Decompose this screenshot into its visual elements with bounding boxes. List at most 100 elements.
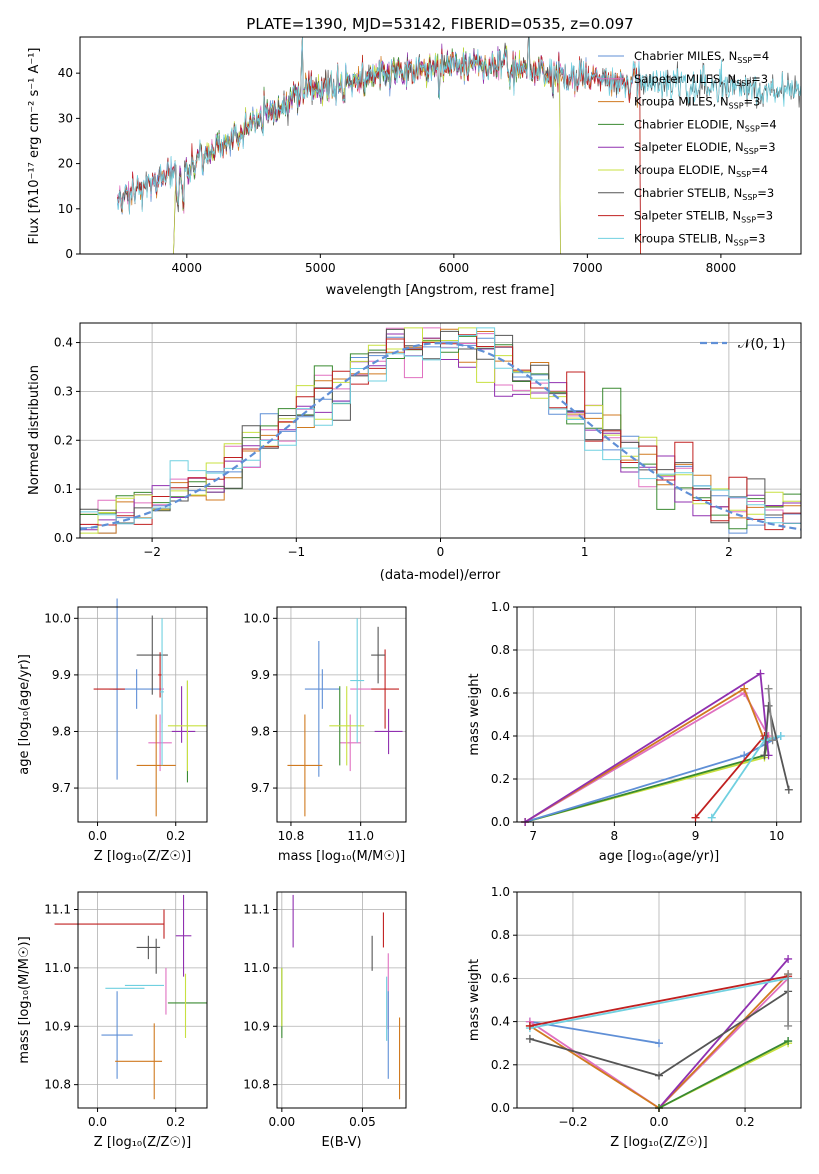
y-tick-label: 10.8 xyxy=(44,1078,71,1092)
weight-marker xyxy=(764,701,773,710)
y-tick-label: 0.0 xyxy=(491,1101,510,1115)
x-tick-label: 6000 xyxy=(439,261,470,275)
weight-marker xyxy=(760,751,769,760)
panel-frame xyxy=(77,891,208,1109)
weight-line-9 xyxy=(767,688,774,741)
panel-frame xyxy=(276,891,407,1109)
y-tick-label: 9.7 xyxy=(52,781,71,795)
x-tick-label: 2 xyxy=(725,545,733,559)
y-tick-label: 9.8 xyxy=(251,724,270,738)
y-tick-label: 0 xyxy=(65,247,73,261)
weight-marker xyxy=(784,954,793,963)
spectrum-series-8 xyxy=(117,37,801,215)
x-tick-label: 0.0 xyxy=(88,829,107,843)
y-axis-label: age [log₁₀(age/yr)] xyxy=(17,654,32,775)
x-axis-label: Z [log₁₀(Z/Z☉)] xyxy=(94,849,191,864)
x-tick-label: 10.8 xyxy=(278,829,305,843)
weight-marker xyxy=(525,1021,534,1030)
x-tick-label: −0.2 xyxy=(558,1115,587,1129)
y-tick-label: 0.2 xyxy=(54,433,73,447)
weight-marker xyxy=(525,1034,534,1043)
legend-label: Kroupa STELIB, NSSP=3 xyxy=(634,231,765,247)
y-tick-label: 0.4 xyxy=(54,336,73,350)
legend-label: Salpeter STELIB, NSSP=3 xyxy=(634,209,773,225)
x-tick-label: 7 xyxy=(529,829,537,843)
y-tick-label: 0.4 xyxy=(491,1015,510,1029)
panel-frame xyxy=(276,606,407,823)
y-tick-label: 9.8 xyxy=(52,724,71,738)
weight-marker xyxy=(760,736,769,745)
x-tick-label: 0.05 xyxy=(349,1115,376,1129)
ebv-mass-panel: 0.00 0.05 10.8 10.9 11.0 11.1 E(B-V) xyxy=(243,891,407,1150)
x-tick-label: 0.00 xyxy=(268,1115,295,1129)
x-tick-label: −1 xyxy=(287,545,305,559)
weight-marker xyxy=(707,813,716,822)
y-axis-label: mass weight xyxy=(467,673,482,755)
residual-xlabel: (data-model)/error xyxy=(380,568,501,583)
weight-marker xyxy=(740,684,749,693)
y-tick-label: 9.9 xyxy=(251,668,270,682)
x-tick-label: 7000 xyxy=(572,261,603,275)
y-tick-label: 0.3 xyxy=(54,384,73,398)
y-tick-label: 0.2 xyxy=(491,772,510,786)
weight-line-4 xyxy=(524,687,766,823)
y-tick-label: 1.0 xyxy=(491,885,510,899)
y-tick-label: 9.7 xyxy=(251,781,270,795)
x-tick-label: 10 xyxy=(769,829,784,843)
legend-label: Salpeter ELODIE, NSSP=3 xyxy=(634,140,776,156)
y-tick-label: 10.8 xyxy=(243,1078,270,1092)
y-axis-label: mass weight xyxy=(467,959,482,1041)
age-weight-panel: 7 8 9 10 0.0 0.2 0.4 0.6 0.8 1.0 age [log₁₀(age/yr… xyxy=(467,600,802,864)
x-tick-label: 5000 xyxy=(305,261,336,275)
weight-marker xyxy=(691,813,700,822)
y-tick-label: 10.9 xyxy=(243,1019,270,1033)
legend-label: Salpeter MILES, NSSP=3 xyxy=(634,72,768,88)
legend-normal-label: 𝒩(0, 1) xyxy=(738,337,785,352)
legend-label: Chabrier STELIB, NSSP=3 xyxy=(634,186,774,202)
y-tick-label: 10.9 xyxy=(44,1019,71,1033)
x-tick-label: 9 xyxy=(692,829,700,843)
z-age-panel: 0.0 0.2 9.7 9.8 9.9 10.0 Z [log₁₀(Z/Z☉)] age [l… xyxy=(17,598,208,864)
weight-line-7 xyxy=(710,735,781,819)
y-tick-label: 10.0 xyxy=(243,611,270,625)
x-tick-label: 1 xyxy=(581,545,589,559)
y-tick-label: 0.0 xyxy=(491,815,510,829)
weight-marker xyxy=(764,684,773,693)
weight-line-8 xyxy=(529,977,789,1029)
y-tick-label: 0.1 xyxy=(54,482,73,496)
y-tick-label: 1.0 xyxy=(491,600,510,614)
histogram-series-8 xyxy=(80,327,801,525)
mass-age-panel: 10.8 11.0 9.7 9.8 9.9 10.0 mass [log₁₀(M/M☉)] xyxy=(243,606,407,864)
y-tick-label: 0.4 xyxy=(491,729,510,743)
residual-ticks: −2 −1 0 1 2 0.0 0.1 0.2 0.3 0.4 xyxy=(54,336,733,559)
y-tick-label: 40 xyxy=(58,66,73,80)
legend-label: Chabrier MILES, NSSP=4 xyxy=(634,49,769,65)
y-tick-label: 10.0 xyxy=(44,611,71,625)
spectrum-ticks: 4000 5000 6000 7000 8000 0 10 20 30 40 xyxy=(58,66,736,275)
x-axis-label: Z [log₁₀(Z/Z☉)] xyxy=(610,1135,707,1150)
y-tick-label: 20 xyxy=(58,157,73,171)
z-weight-panel: −0.2 0.0 0.2 0.0 0.2 0.4 0.6 0.8 1.0 Z [log₁₀(Z/Z… xyxy=(467,885,802,1150)
residual-ylabel: Normed distribution xyxy=(27,365,42,495)
panel-frame xyxy=(77,606,208,823)
x-axis-label: mass [log₁₀(M/M☉)] xyxy=(278,849,405,864)
y-tick-label: 0.6 xyxy=(491,971,510,985)
y-tick-label: 11.0 xyxy=(243,961,270,975)
spectrum-series-4 xyxy=(173,37,561,254)
y-tick-label: 9.9 xyxy=(52,668,71,682)
x-tick-label: 4000 xyxy=(172,261,203,275)
x-tick-label: 0.2 xyxy=(166,829,185,843)
y-axis-label: mass [log₁₀(M/M☉)] xyxy=(17,936,32,1063)
y-tick-label: 0.8 xyxy=(491,643,510,657)
y-tick-label: 0.2 xyxy=(491,1058,510,1072)
spectrum-series-5 xyxy=(173,37,561,254)
weight-marker xyxy=(768,736,777,745)
y-tick-label: 10 xyxy=(58,202,73,216)
weight-line-6 xyxy=(694,735,766,819)
x-tick-label: 8 xyxy=(611,829,619,843)
normal-curve xyxy=(79,341,802,531)
weight-marker xyxy=(655,1039,663,1048)
y-tick-label: 11.1 xyxy=(44,903,71,917)
residual-histograms xyxy=(80,327,801,534)
